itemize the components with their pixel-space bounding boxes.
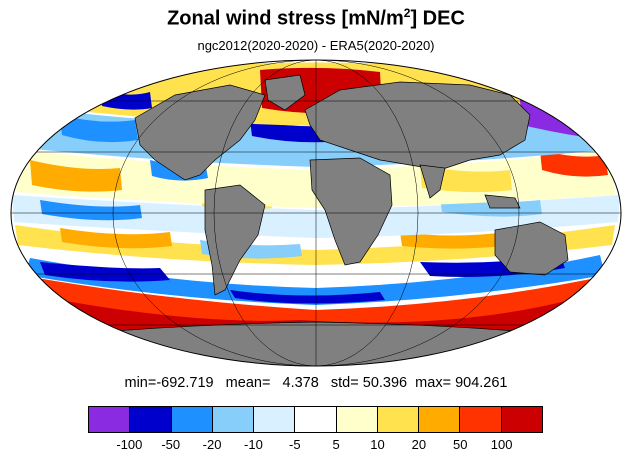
- stat-max: 904.261: [455, 375, 508, 391]
- title-main: Zonal wind stress [mN/m: [167, 7, 404, 30]
- colorbar-swatch: [501, 407, 542, 432]
- colorbar-tick-label: 50: [453, 437, 468, 452]
- colorbar-tick-label: -100: [116, 437, 143, 452]
- stat-min: -692.719: [156, 375, 214, 391]
- stat-mean: 4.378: [282, 375, 319, 391]
- map-field: [11, 60, 621, 366]
- graticule: [11, 60, 621, 366]
- stat-min-label: min=: [124, 375, 157, 391]
- colorbar-tick-label: 100: [490, 437, 513, 452]
- colorbar-tick-label: 5: [332, 437, 340, 452]
- colorbar: [88, 406, 543, 433]
- colorbar-tick-label: 20: [411, 437, 427, 452]
- colorbar-tick-label: -5: [289, 437, 301, 452]
- stat-mean-label: mean=: [225, 375, 271, 391]
- statistics-line: min=-692.719 mean= 4.378 std= 50.396 max…: [0, 375, 632, 391]
- colorbar-ticks: -100 -50 -20 -10 -5 5 10 20 50 100: [0, 437, 632, 457]
- stat-std: 50.396: [362, 375, 408, 391]
- colorbar-tick-label: 10: [370, 437, 385, 452]
- colorbar-tick-label: -50: [161, 437, 181, 452]
- colorbar-swatch: [336, 407, 378, 432]
- colorbar-swatch: [419, 407, 461, 432]
- colorbar-swatch: [130, 407, 172, 432]
- title-superscript: 2: [403, 6, 411, 20]
- colorbar-swatch: [171, 407, 213, 432]
- stat-max-label: max=: [415, 375, 452, 391]
- colorbar-swatch: [89, 407, 131, 432]
- stat-std-label: std=: [330, 375, 359, 391]
- colorbar-tick-label: -10: [244, 437, 263, 452]
- map-title: Zonal wind stress [mN/m2] DEC: [0, 6, 632, 31]
- map-subtitle: ngc2012(2020-2020) - ERA5(2020-2020): [197, 38, 435, 53]
- title-end: ] DEC: [410, 7, 465, 30]
- colorbar-swatch: [212, 407, 255, 432]
- colorbar-swatch: [377, 407, 420, 432]
- colorbar-swatch: [460, 407, 502, 432]
- colorbar-tick-label: -20: [202, 437, 222, 452]
- map-border: [10, 59, 622, 367]
- colorbar-swatch: [254, 407, 296, 432]
- world-map: [10, 59, 622, 367]
- colorbar-swatch: [295, 407, 337, 432]
